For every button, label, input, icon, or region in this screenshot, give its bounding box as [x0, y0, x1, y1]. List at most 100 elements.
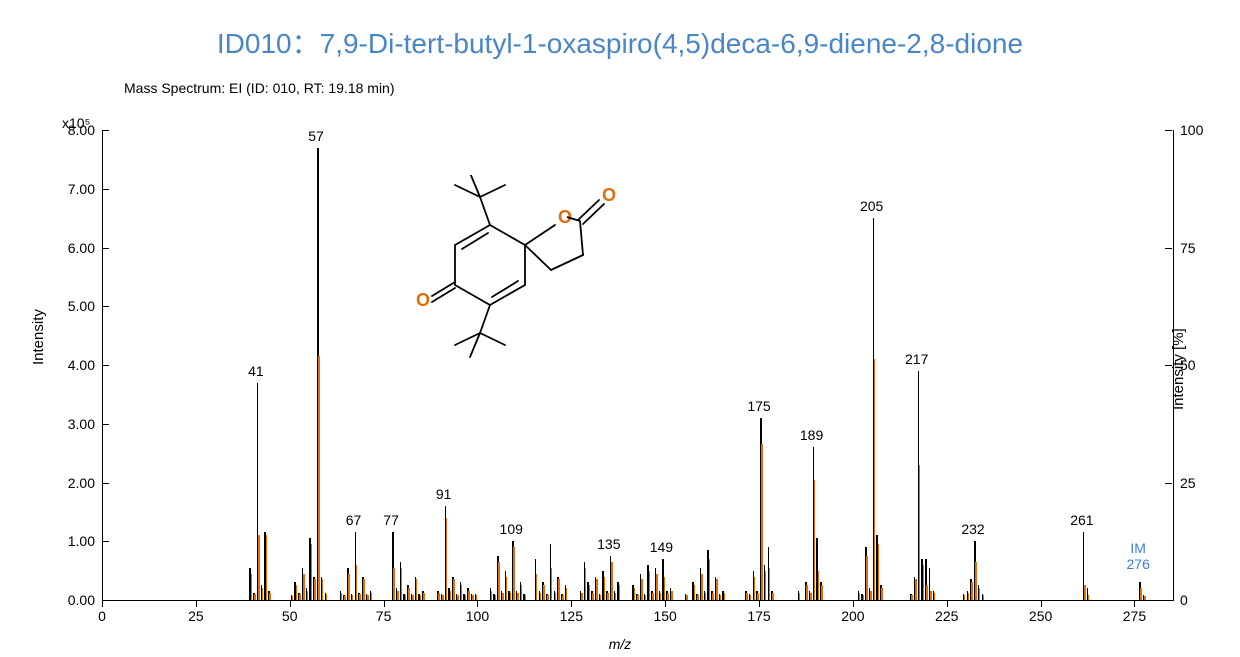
peak-bar-overlay — [438, 593, 440, 600]
peak-bar-overlay — [979, 588, 981, 600]
peak-bar-overlay — [359, 594, 361, 600]
peak-label: 189 — [800, 427, 823, 443]
peak-bar-overlay — [919, 465, 921, 600]
peak-bar-overlay — [769, 568, 771, 600]
ytick-right-label: 0 — [1180, 592, 1188, 608]
peak-bar-overlay — [660, 593, 662, 600]
peak-bar-overlay — [754, 577, 756, 601]
peak-bar-overlay — [814, 480, 816, 600]
peak-bar-overlay — [709, 559, 711, 600]
peak-bar-overlay — [536, 574, 538, 600]
peak-label: 57 — [308, 128, 324, 144]
ytick-left-label: 1.00 — [68, 533, 95, 549]
peak-bar-overlay — [664, 577, 666, 601]
peak-bar-overlay — [592, 593, 594, 600]
peak-bar-overlay — [799, 593, 801, 600]
ytick-left-label: 3.00 — [68, 416, 95, 432]
peak-label: 232 — [961, 521, 984, 537]
molecule-structure: O O O — [355, 175, 645, 375]
peak-bar-overlay — [525, 595, 527, 600]
peak-bar-overlay — [971, 582, 973, 600]
ytick-right-label: 75 — [1180, 240, 1196, 256]
peak-bar-overlay — [326, 594, 328, 600]
y-axis-label-left: Intensity — [30, 309, 47, 365]
peak-bar-overlay — [258, 535, 260, 600]
peak-bar-overlay — [615, 593, 617, 600]
peak-bar-overlay — [292, 596, 294, 600]
peak-bar-overlay — [1140, 588, 1142, 600]
peak-bar-overlay — [446, 518, 448, 600]
peak-bar-overlay — [412, 595, 414, 600]
peak-bar-overlay — [750, 595, 752, 600]
peak-bar-overlay — [926, 585, 928, 600]
peak-bar-overlay — [558, 579, 560, 600]
peak-label: 261 — [1070, 512, 1093, 528]
ytick-left-label: 0.00 — [68, 592, 95, 608]
xtick-label: 50 — [282, 608, 298, 624]
peak-bar-overlay — [457, 595, 459, 600]
peak-bar-overlay — [645, 595, 647, 600]
peak-bar-overlay — [540, 593, 542, 600]
peak-bar-overlay — [299, 594, 301, 600]
peak-bar-overlay — [397, 591, 399, 600]
peak-label: 175 — [747, 398, 770, 414]
peak-bar-overlay — [363, 579, 365, 600]
xtick-label: 200 — [841, 608, 864, 624]
peak-bar-overlay — [874, 359, 876, 600]
peak-bar-overlay — [712, 593, 714, 600]
peak-bar-overlay — [251, 574, 253, 600]
chart-subtitle: Mass Spectrum: EI (ID: 010, RT: 19.18 mi… — [124, 80, 395, 96]
peak-bar-overlay — [423, 593, 425, 600]
peak-bar-overlay — [1084, 585, 1086, 600]
peak-bar-overlay — [878, 544, 880, 600]
peak-bar-overlay — [604, 577, 606, 601]
peak-bar-overlay — [810, 593, 812, 600]
peak-bar-overlay — [408, 588, 410, 600]
peak-bar-overlay — [915, 579, 917, 600]
peak-bar-overlay — [600, 595, 602, 600]
peak-bar-overlay — [551, 568, 553, 600]
ytick-left-label: 8.00 — [68, 122, 95, 138]
peak-bar-overlay — [881, 588, 883, 600]
peak-bar-overlay — [746, 593, 748, 600]
peak-bar-overlay — [589, 585, 591, 600]
peak-bar-overlay — [254, 594, 256, 600]
peak-bar-overlay — [637, 595, 639, 600]
xtick-label: 175 — [747, 608, 770, 624]
peak-bar-overlay — [818, 571, 820, 600]
peak-bar-overlay — [607, 593, 609, 600]
peak-bar-overlay — [581, 593, 583, 600]
peak-bar-overlay — [269, 593, 271, 600]
peak-bar-overlay — [401, 568, 403, 600]
xtick-label: 250 — [1029, 608, 1052, 624]
peak-bar-overlay — [697, 595, 699, 600]
peak-label: 77 — [383, 512, 399, 528]
peak-bar-overlay — [543, 585, 545, 600]
peak-bar-overlay — [968, 593, 970, 600]
peak-bar-overlay — [652, 593, 654, 600]
peak-label: 135 — [597, 536, 620, 552]
peak-bar-overlay — [502, 593, 504, 600]
peak-bar-overlay — [307, 591, 309, 600]
peak-bar-overlay — [521, 585, 523, 600]
peak-bar-overlay — [341, 593, 343, 600]
peak-bar-overlay — [859, 593, 861, 600]
peak-bar-overlay — [453, 579, 455, 600]
peak-bar-overlay — [866, 556, 868, 600]
peak-bar-overlay — [649, 571, 651, 600]
peak-bar-overlay — [671, 591, 673, 600]
peak-bar-overlay — [491, 591, 493, 600]
peak-bar-overlay — [318, 356, 320, 600]
peak-bar-overlay — [716, 579, 718, 600]
peak-bar-overlay — [420, 595, 422, 600]
peak-bar-overlay — [367, 595, 369, 600]
peak-bar-overlay — [765, 571, 767, 600]
peak-bar-overlay — [356, 565, 358, 600]
peak-bar-overlay — [701, 574, 703, 600]
peak-bar-overlay — [983, 595, 985, 600]
peak-bar-overlay — [930, 591, 932, 600]
peak-bar-overlay — [510, 593, 512, 600]
peak-bar-overlay — [1144, 596, 1146, 600]
peak-bar-overlay — [262, 588, 264, 600]
peak-bar-overlay — [344, 596, 346, 600]
